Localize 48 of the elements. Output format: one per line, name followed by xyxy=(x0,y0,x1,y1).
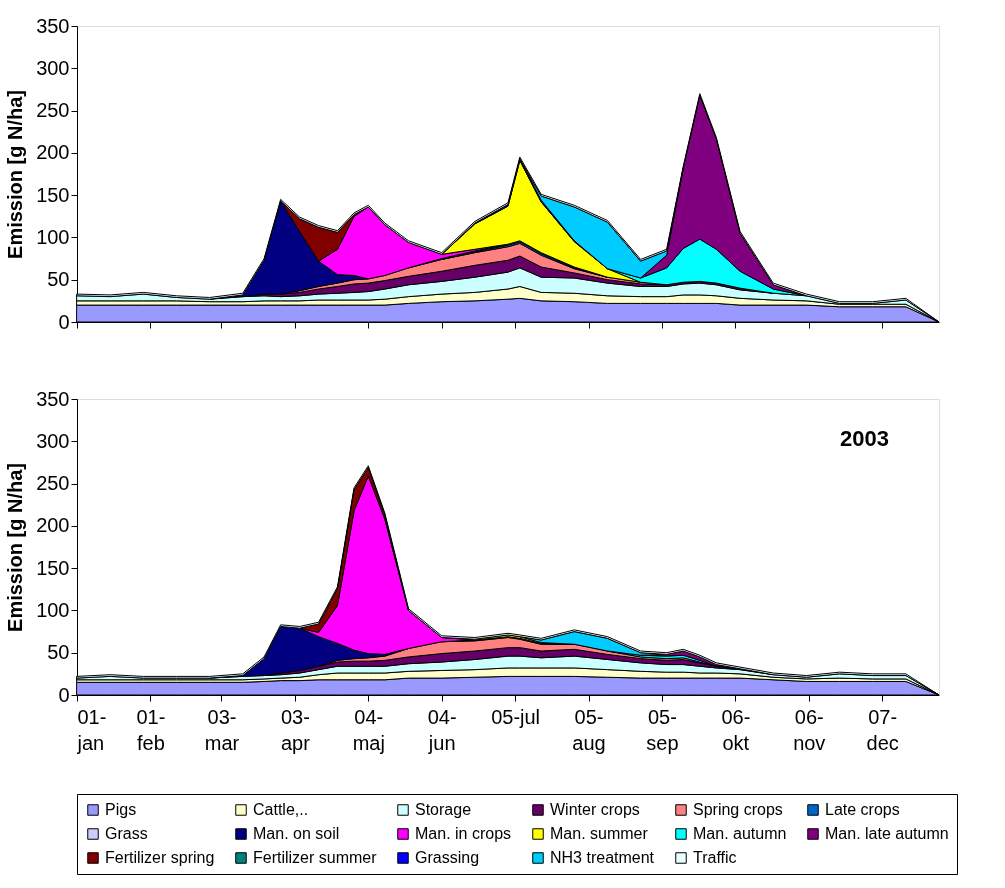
legend-label: Late crops xyxy=(825,801,900,818)
y-tick-label: 100 xyxy=(36,598,70,621)
legend-label: Spring crops xyxy=(693,801,783,818)
y-axis-title: Emission [g N/ha] xyxy=(4,90,27,259)
y-tick-label: 150 xyxy=(36,556,70,579)
legend-label: Man. on soil xyxy=(253,825,340,842)
x-tick-label: 04- maj xyxy=(352,705,385,754)
x-tick-label: 01- feb xyxy=(136,705,166,754)
x-tick-label: 05- aug xyxy=(572,705,606,754)
x-tick-label: 06- okt xyxy=(721,705,751,754)
legend-label: Man. summer xyxy=(550,825,649,842)
y-tick-label: 0 xyxy=(58,683,70,706)
legend-label: Storage xyxy=(415,801,472,818)
y-tick-label: 350 xyxy=(36,14,70,37)
x-tick-label: 07- dec xyxy=(866,705,899,754)
x-tick-label: 03- mar xyxy=(204,705,240,754)
x-tick-label: 04- jun xyxy=(427,705,457,754)
y-tick-label: 150 xyxy=(36,183,70,206)
y-tick-label: 300 xyxy=(36,429,70,452)
x-tick-label: 06- nov xyxy=(793,705,826,754)
x-tick-label: 01- jan xyxy=(76,705,107,754)
y-tick-label: 0 xyxy=(58,310,70,333)
legend-label: NH3 treatment xyxy=(550,849,655,866)
legend-label: Fertilizer summer xyxy=(253,849,378,866)
legend-label: Cattle,.. xyxy=(253,801,309,818)
x-tick-label: 03- apr xyxy=(280,705,311,754)
legend-label: Man. autumn xyxy=(693,825,787,842)
y-tick-label: 300 xyxy=(36,56,70,79)
y-tick-label: 250 xyxy=(36,99,70,122)
legend-label: Fertilizer spring xyxy=(105,849,215,866)
y-tick-label: 50 xyxy=(47,268,70,291)
y-tick-label: 350 xyxy=(36,387,70,410)
y-tick-label: 250 xyxy=(36,472,70,495)
x-tick-label: 05-jul xyxy=(491,705,541,728)
y-tick-label: 50 xyxy=(47,641,70,664)
annotation: 2003 xyxy=(840,426,889,451)
legend-label: Man. late autumn xyxy=(825,825,949,842)
legend-label: Grassing xyxy=(415,849,480,866)
legend-label: Traffic xyxy=(693,849,737,866)
x-tick-label: 05- sep xyxy=(646,705,679,754)
legend-label: Man. in crops xyxy=(415,825,512,842)
y-tick-label: 200 xyxy=(36,514,70,537)
y-tick-label: 100 xyxy=(36,225,70,248)
legend-label: Grass xyxy=(105,825,148,842)
y-axis-title: Emission [g N/ha] xyxy=(4,463,27,632)
legend-label: Winter crops xyxy=(550,801,640,818)
y-tick-label: 200 xyxy=(36,141,70,164)
legend-label: Pigs xyxy=(105,801,137,818)
